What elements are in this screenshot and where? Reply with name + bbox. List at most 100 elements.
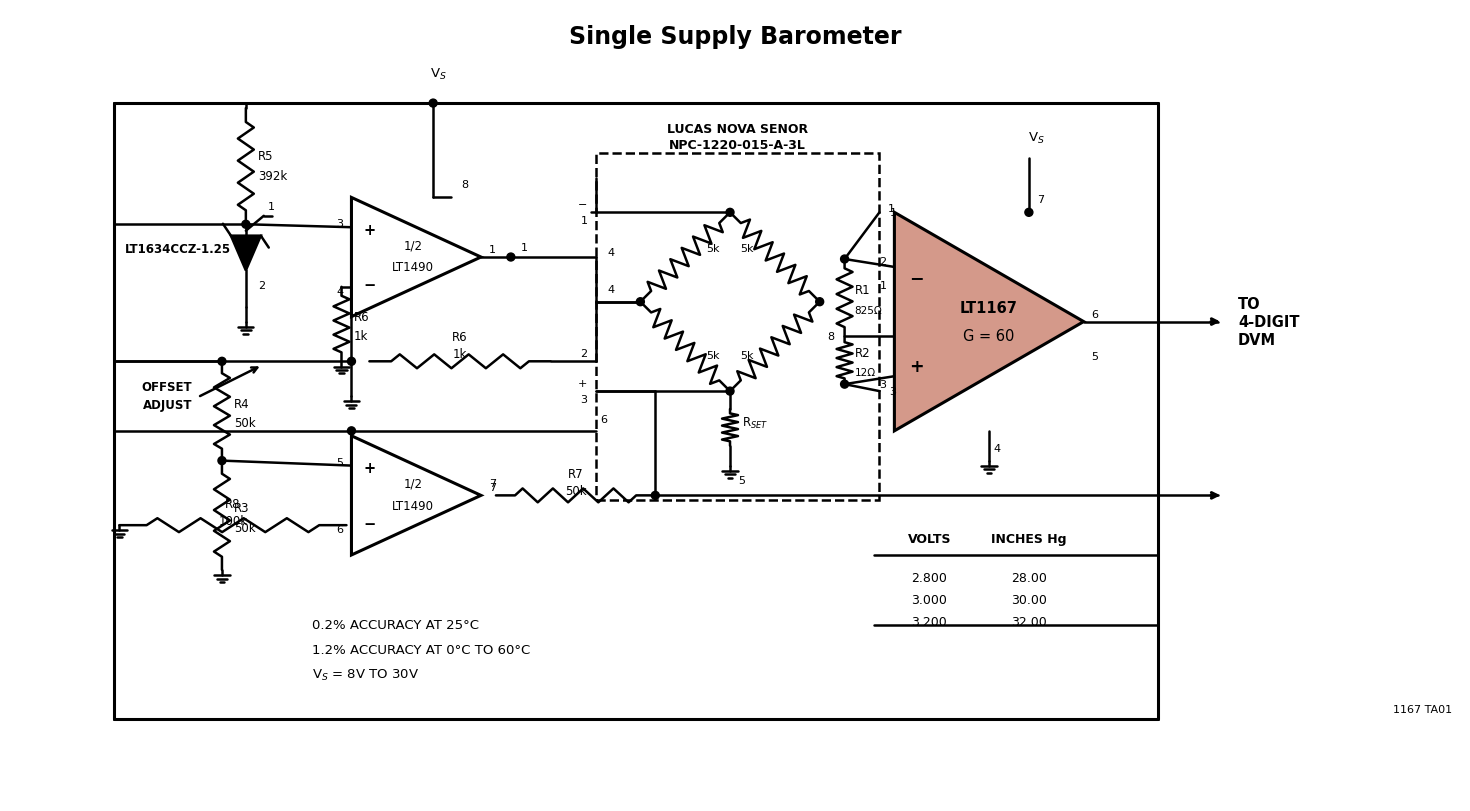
Text: 100k: 100k bbox=[219, 514, 247, 527]
Text: R7: R7 bbox=[567, 467, 584, 480]
Circle shape bbox=[816, 298, 823, 307]
Text: 2.800: 2.800 bbox=[911, 572, 947, 585]
Text: 825Ω: 825Ω bbox=[854, 305, 882, 315]
Text: 1: 1 bbox=[581, 216, 588, 226]
Text: 4-DIGIT: 4-DIGIT bbox=[1238, 315, 1299, 329]
Text: −: − bbox=[908, 268, 923, 286]
Text: 5k: 5k bbox=[707, 244, 720, 254]
Text: 7: 7 bbox=[490, 483, 495, 493]
Text: INCHES Hg: INCHES Hg bbox=[991, 532, 1067, 545]
Text: LT1490: LT1490 bbox=[392, 500, 434, 513]
Text: +: + bbox=[363, 461, 375, 475]
Circle shape bbox=[651, 491, 659, 500]
Text: 1: 1 bbox=[889, 208, 897, 218]
Text: 8: 8 bbox=[828, 332, 835, 342]
Text: R1: R1 bbox=[854, 284, 870, 297]
Text: LT1167: LT1167 bbox=[960, 301, 1017, 315]
Circle shape bbox=[218, 358, 226, 366]
Circle shape bbox=[726, 209, 734, 217]
Circle shape bbox=[347, 358, 356, 366]
Polygon shape bbox=[231, 236, 260, 271]
Text: 50k: 50k bbox=[234, 417, 256, 430]
Text: 2: 2 bbox=[879, 256, 886, 267]
Text: 30.00: 30.00 bbox=[1011, 594, 1047, 607]
Text: 3.200: 3.200 bbox=[911, 616, 947, 629]
Text: 1k: 1k bbox=[453, 347, 467, 360]
Text: 2: 2 bbox=[257, 281, 265, 291]
Text: 1k: 1k bbox=[353, 330, 368, 343]
Text: 4: 4 bbox=[994, 443, 1001, 453]
Text: R$_{SET}$: R$_{SET}$ bbox=[742, 415, 769, 431]
Circle shape bbox=[507, 254, 514, 262]
Text: R6: R6 bbox=[353, 311, 369, 324]
Text: 3: 3 bbox=[337, 219, 344, 229]
Text: 3.000: 3.000 bbox=[911, 594, 947, 607]
Text: Single Supply Barometer: Single Supply Barometer bbox=[569, 24, 901, 49]
Text: R5: R5 bbox=[257, 150, 273, 163]
Text: DVM: DVM bbox=[1238, 333, 1276, 348]
Text: 4: 4 bbox=[607, 248, 614, 258]
Text: −: − bbox=[578, 200, 588, 210]
Text: 4: 4 bbox=[337, 286, 344, 297]
Text: 50k: 50k bbox=[564, 484, 587, 497]
Text: 3: 3 bbox=[581, 395, 588, 405]
Text: 1: 1 bbox=[268, 202, 275, 212]
Polygon shape bbox=[351, 198, 481, 317]
Text: 392k: 392k bbox=[257, 169, 287, 182]
Text: 3: 3 bbox=[889, 387, 897, 397]
Text: 12Ω: 12Ω bbox=[854, 367, 876, 378]
Text: R2: R2 bbox=[854, 346, 870, 359]
Text: OFFSET: OFFSET bbox=[141, 380, 193, 393]
Text: 28.00: 28.00 bbox=[1011, 572, 1047, 585]
Text: G = 60: G = 60 bbox=[963, 328, 1014, 344]
Circle shape bbox=[841, 255, 848, 264]
Text: VOLTS: VOLTS bbox=[907, 532, 951, 545]
Text: −: − bbox=[363, 516, 375, 531]
Text: TO: TO bbox=[1238, 297, 1261, 311]
Text: 1: 1 bbox=[879, 281, 886, 290]
Text: V$_S$: V$_S$ bbox=[1029, 131, 1045, 146]
Text: 0.2% ACCURACY AT 25°C: 0.2% ACCURACY AT 25°C bbox=[312, 618, 479, 631]
Text: +: + bbox=[908, 358, 923, 375]
Text: 1/2: 1/2 bbox=[404, 239, 423, 252]
Text: 3: 3 bbox=[879, 380, 886, 389]
Circle shape bbox=[637, 298, 644, 307]
Polygon shape bbox=[894, 213, 1083, 431]
Text: 5: 5 bbox=[337, 457, 344, 467]
Text: R6: R6 bbox=[453, 331, 467, 344]
Circle shape bbox=[347, 427, 356, 436]
Text: R8: R8 bbox=[225, 497, 241, 510]
Circle shape bbox=[243, 221, 250, 229]
Text: LT1634CCZ-1.25: LT1634CCZ-1.25 bbox=[125, 242, 231, 255]
Circle shape bbox=[1025, 209, 1033, 217]
Text: 5: 5 bbox=[1092, 352, 1098, 362]
Text: 1167 TA01: 1167 TA01 bbox=[1394, 704, 1452, 714]
Text: 5: 5 bbox=[738, 476, 745, 486]
Text: 1: 1 bbox=[490, 245, 495, 255]
Circle shape bbox=[429, 100, 437, 108]
Text: +: + bbox=[363, 222, 375, 238]
Text: 1.2% ACCURACY AT 0°C TO 60°C: 1.2% ACCURACY AT 0°C TO 60°C bbox=[312, 643, 529, 656]
Text: 1: 1 bbox=[888, 204, 894, 214]
Circle shape bbox=[726, 388, 734, 396]
Circle shape bbox=[841, 380, 848, 388]
Text: +: + bbox=[578, 379, 588, 388]
Text: 2: 2 bbox=[581, 349, 588, 359]
Text: 50k: 50k bbox=[234, 521, 256, 534]
Bar bbox=[595, 153, 879, 500]
Text: 7: 7 bbox=[490, 478, 495, 489]
Text: 8: 8 bbox=[462, 180, 467, 191]
Text: 4: 4 bbox=[607, 285, 614, 294]
Text: R3: R3 bbox=[234, 501, 250, 514]
Text: 7: 7 bbox=[1036, 195, 1044, 205]
Text: NPC-1220-015-A-3L: NPC-1220-015-A-3L bbox=[669, 139, 806, 152]
Text: R4: R4 bbox=[234, 397, 250, 410]
Text: 32.00: 32.00 bbox=[1011, 616, 1047, 629]
Text: LT1490: LT1490 bbox=[392, 261, 434, 274]
Polygon shape bbox=[351, 436, 481, 556]
Text: −: − bbox=[363, 278, 375, 293]
Text: LUCAS NOVA SENOR: LUCAS NOVA SENOR bbox=[667, 122, 808, 135]
Text: 6: 6 bbox=[601, 414, 607, 424]
Text: V$_S$: V$_S$ bbox=[429, 67, 447, 82]
Text: V$_S$ = 8V TO 30V: V$_S$ = 8V TO 30V bbox=[312, 667, 419, 682]
